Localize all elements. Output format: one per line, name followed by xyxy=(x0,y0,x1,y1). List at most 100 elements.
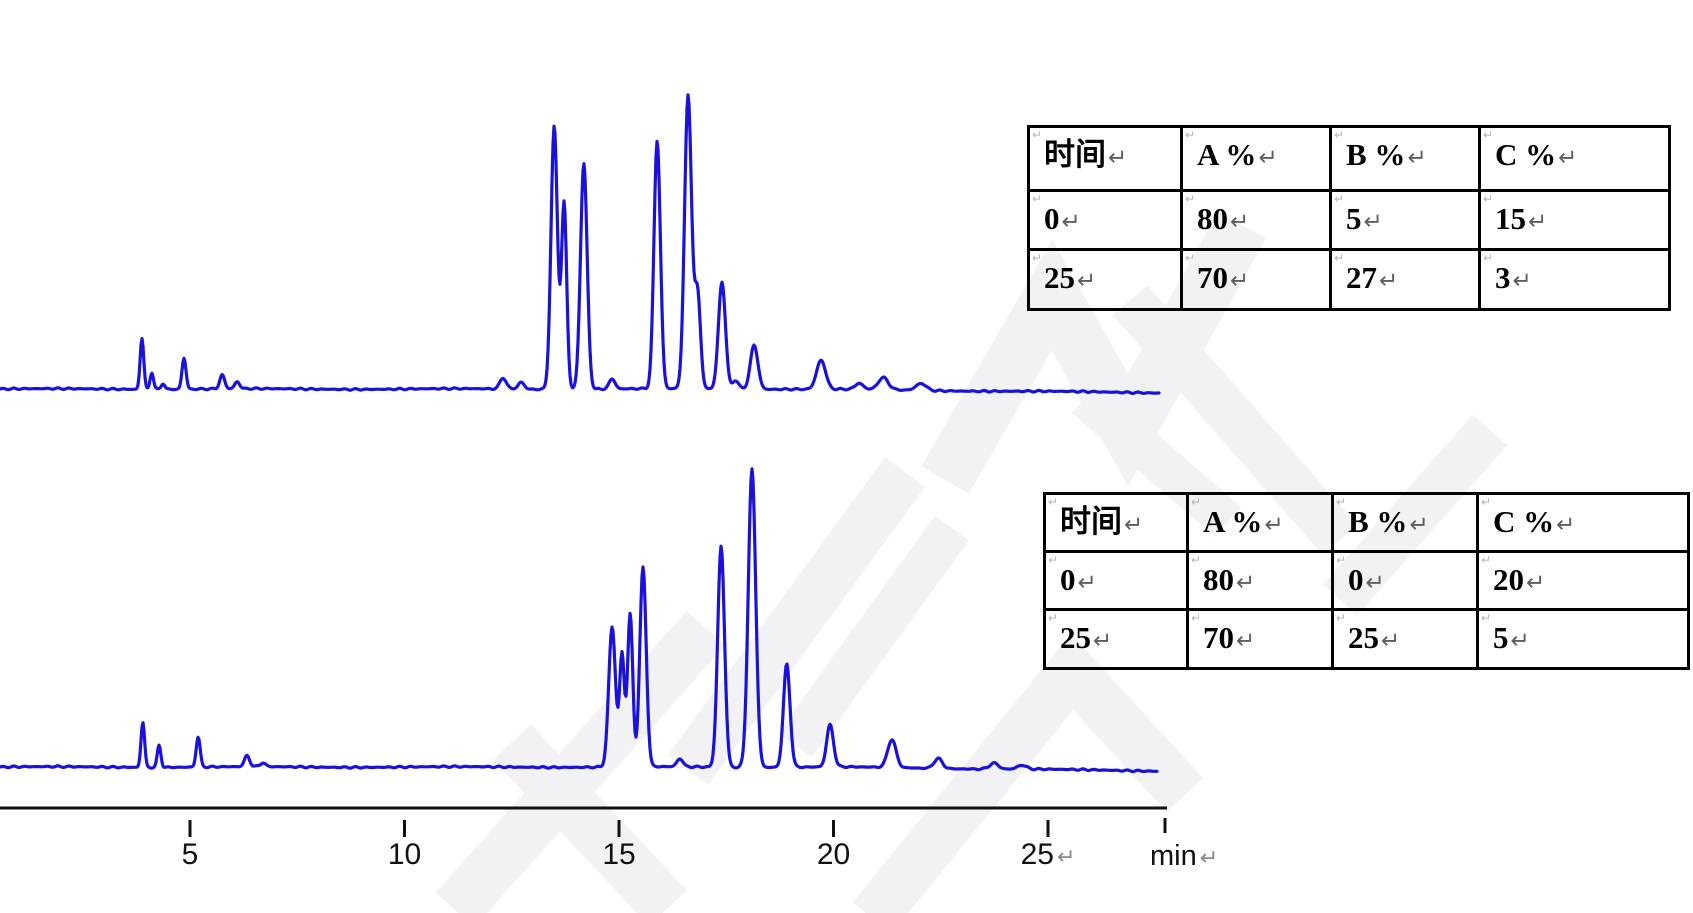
return-mark-icon: ↵ xyxy=(1365,570,1385,596)
value-cell: ↵ 25↵ xyxy=(1043,608,1189,670)
return-mark-icon: ↵ xyxy=(1077,268,1097,294)
column-header-cell: ↵ A %↵ xyxy=(1186,492,1334,553)
tick-value: 25 xyxy=(1020,838,1054,871)
column-header-cell: ↵ 时间↵ xyxy=(1027,125,1183,192)
header-text: C % xyxy=(1495,137,1557,172)
return-mark-icon: ↵ xyxy=(1526,570,1546,596)
cell-anchor-mark-icon: ↵ xyxy=(1032,192,1043,206)
cell-value: 5 xyxy=(1493,620,1509,655)
return-mark-icon: ↵ xyxy=(1379,268,1399,294)
cell-anchor-mark-icon: ↵ xyxy=(1336,495,1347,509)
return-mark-icon: ↵ xyxy=(1124,512,1144,538)
column-header-cell: ↵ B %↵ xyxy=(1331,492,1479,553)
value-cell: ↵ 70↵ xyxy=(1186,608,1334,670)
cell-value: 5 xyxy=(1346,201,1362,236)
header-text: 时间 xyxy=(1060,504,1122,539)
header-text: A % xyxy=(1197,137,1257,172)
cell-value: 70 xyxy=(1203,620,1234,655)
cell-anchor-mark-icon: ↵ xyxy=(1334,192,1345,206)
column-header-cell: ↵ B %↵ xyxy=(1329,125,1481,192)
tick-value: 15 xyxy=(602,838,636,871)
header-text: C % xyxy=(1493,504,1555,539)
cell-anchor-mark-icon: ↵ xyxy=(1185,128,1196,142)
value-cell: ↵ 25↵ xyxy=(1027,248,1183,311)
cell-value: 0 xyxy=(1060,562,1076,597)
header-text: A % xyxy=(1203,504,1263,539)
cell-anchor-mark-icon: ↵ xyxy=(1185,251,1196,265)
cell-anchor-mark-icon: ↵ xyxy=(1481,553,1492,567)
gradient-table-row: ↵ 25↵ ↵ 70↵ ↵ 27↵ ↵ 3↵ xyxy=(1027,248,1671,311)
gradient-table-row: ↵ 25↵ ↵ 70↵ ↵ 25↵ ↵ 5↵ xyxy=(1043,608,1690,670)
return-mark-icon: ↵ xyxy=(1264,512,1284,538)
cell-value: 20 xyxy=(1493,562,1524,597)
return-mark-icon: ↵ xyxy=(1056,845,1076,870)
value-cell: ↵ 20↵ xyxy=(1476,550,1690,611)
return-mark-icon: ↵ xyxy=(1528,209,1548,235)
cell-value: 80 xyxy=(1203,562,1234,597)
gradient-table-header-row: ↵ 时间↵ ↵ A %↵ ↵ B %↵ ↵ C %↵ xyxy=(1027,125,1671,192)
cell-anchor-mark-icon: ↵ xyxy=(1481,495,1492,509)
header-text: B % xyxy=(1346,137,1406,172)
gradient-program-2-table: ↵ 时间↵ ↵ A %↵ ↵ B %↵ ↵ C %↵ ↵ 0↵ ↵ 80↵ ↵ 0↵ ↵ 20↵ ↵ 25↵ ↵ 70… xyxy=(1043,492,1690,670)
return-mark-icon: ↵ xyxy=(1236,628,1256,654)
cell-value: 25 xyxy=(1060,620,1091,655)
value-cell: ↵ 80↵ xyxy=(1180,189,1332,251)
return-mark-icon: ↵ xyxy=(1556,512,1576,538)
cell-value: 70 xyxy=(1197,260,1228,295)
gradient-program-1: ↵ 时间↵ ↵ A %↵ ↵ B %↵ ↵ C %↵ ↵ 0↵ ↵ 80↵ ↵ 5↵ ↵ 15↵ ↵ 25↵ ↵ 70… xyxy=(1027,125,1671,311)
value-cell: ↵ 0↵ xyxy=(1331,550,1479,611)
return-mark-icon: ↵ xyxy=(1061,209,1081,235)
cell-value: 27 xyxy=(1346,260,1377,295)
value-cell: ↵ 5↵ xyxy=(1329,189,1481,251)
cell-anchor-mark-icon: ↵ xyxy=(1336,611,1347,625)
axis-unit-label: min ↵ xyxy=(1150,842,1218,871)
cell-anchor-mark-icon: ↵ xyxy=(1185,192,1196,206)
return-mark-icon: ↵ xyxy=(1077,570,1097,596)
value-cell: ↵ 25↵ xyxy=(1331,608,1479,670)
value-cell: ↵ 80↵ xyxy=(1186,550,1334,611)
cell-anchor-mark-icon: ↵ xyxy=(1032,128,1043,142)
cell-anchor-mark-icon: ↵ xyxy=(1483,192,1494,206)
axis-unit-text: min xyxy=(1150,840,1197,872)
tick-value: 10 xyxy=(387,838,422,871)
cell-value: 0 xyxy=(1044,201,1060,236)
cell-anchor-mark-icon: ↵ xyxy=(1032,251,1043,265)
axis-tick-label: 15 xyxy=(602,840,635,870)
tick-value: 5 xyxy=(181,838,199,871)
axis-tick-label: 20 xyxy=(817,840,850,870)
gradient-table-header-row: ↵ 时间↵ ↵ A %↵ ↵ B %↵ ↵ C %↵ xyxy=(1043,492,1690,553)
cell-value: 15 xyxy=(1495,201,1526,236)
cell-value: 25 xyxy=(1044,260,1075,295)
cell-value: 80 xyxy=(1197,201,1228,236)
return-mark-icon: ↵ xyxy=(1236,570,1256,596)
return-mark-icon: ↵ xyxy=(1363,209,1383,235)
return-mark-icon: ↵ xyxy=(1230,209,1250,235)
cell-anchor-mark-icon: ↵ xyxy=(1483,251,1494,265)
value-cell: ↵ 5↵ xyxy=(1476,608,1690,670)
axis-tick-label: 10 xyxy=(388,840,421,870)
cell-anchor-mark-icon: ↵ xyxy=(1048,611,1059,625)
return-mark-icon: ↵ xyxy=(1093,628,1113,654)
return-mark-icon: ↵ xyxy=(1510,628,1530,654)
cell-anchor-mark-icon: ↵ xyxy=(1048,495,1059,509)
return-mark-icon: ↵ xyxy=(1558,145,1578,171)
column-header-cell: ↵ 时间↵ xyxy=(1043,492,1189,553)
cell-anchor-mark-icon: ↵ xyxy=(1191,553,1202,567)
cell-anchor-mark-icon: ↵ xyxy=(1483,128,1494,142)
chromatogram-trace-2 xyxy=(0,467,1159,774)
value-cell: ↵ 3↵ xyxy=(1478,248,1671,311)
column-header-cell: ↵ C %↵ xyxy=(1478,125,1671,192)
return-mark-icon: ↵ xyxy=(1199,846,1219,871)
value-cell: ↵ 70↵ xyxy=(1180,248,1332,311)
cell-anchor-mark-icon: ↵ xyxy=(1048,553,1059,567)
return-mark-icon: ↵ xyxy=(1258,145,1278,171)
cell-value: 3 xyxy=(1495,260,1511,295)
return-mark-icon: ↵ xyxy=(1108,145,1128,171)
axis-tick-label: 25 ↵ xyxy=(1021,840,1076,870)
header-text: 时间 xyxy=(1044,137,1106,172)
tick-value: 20 xyxy=(816,838,851,871)
cell-anchor-mark-icon: ↵ xyxy=(1191,495,1202,509)
cell-anchor-mark-icon: ↵ xyxy=(1336,553,1347,567)
